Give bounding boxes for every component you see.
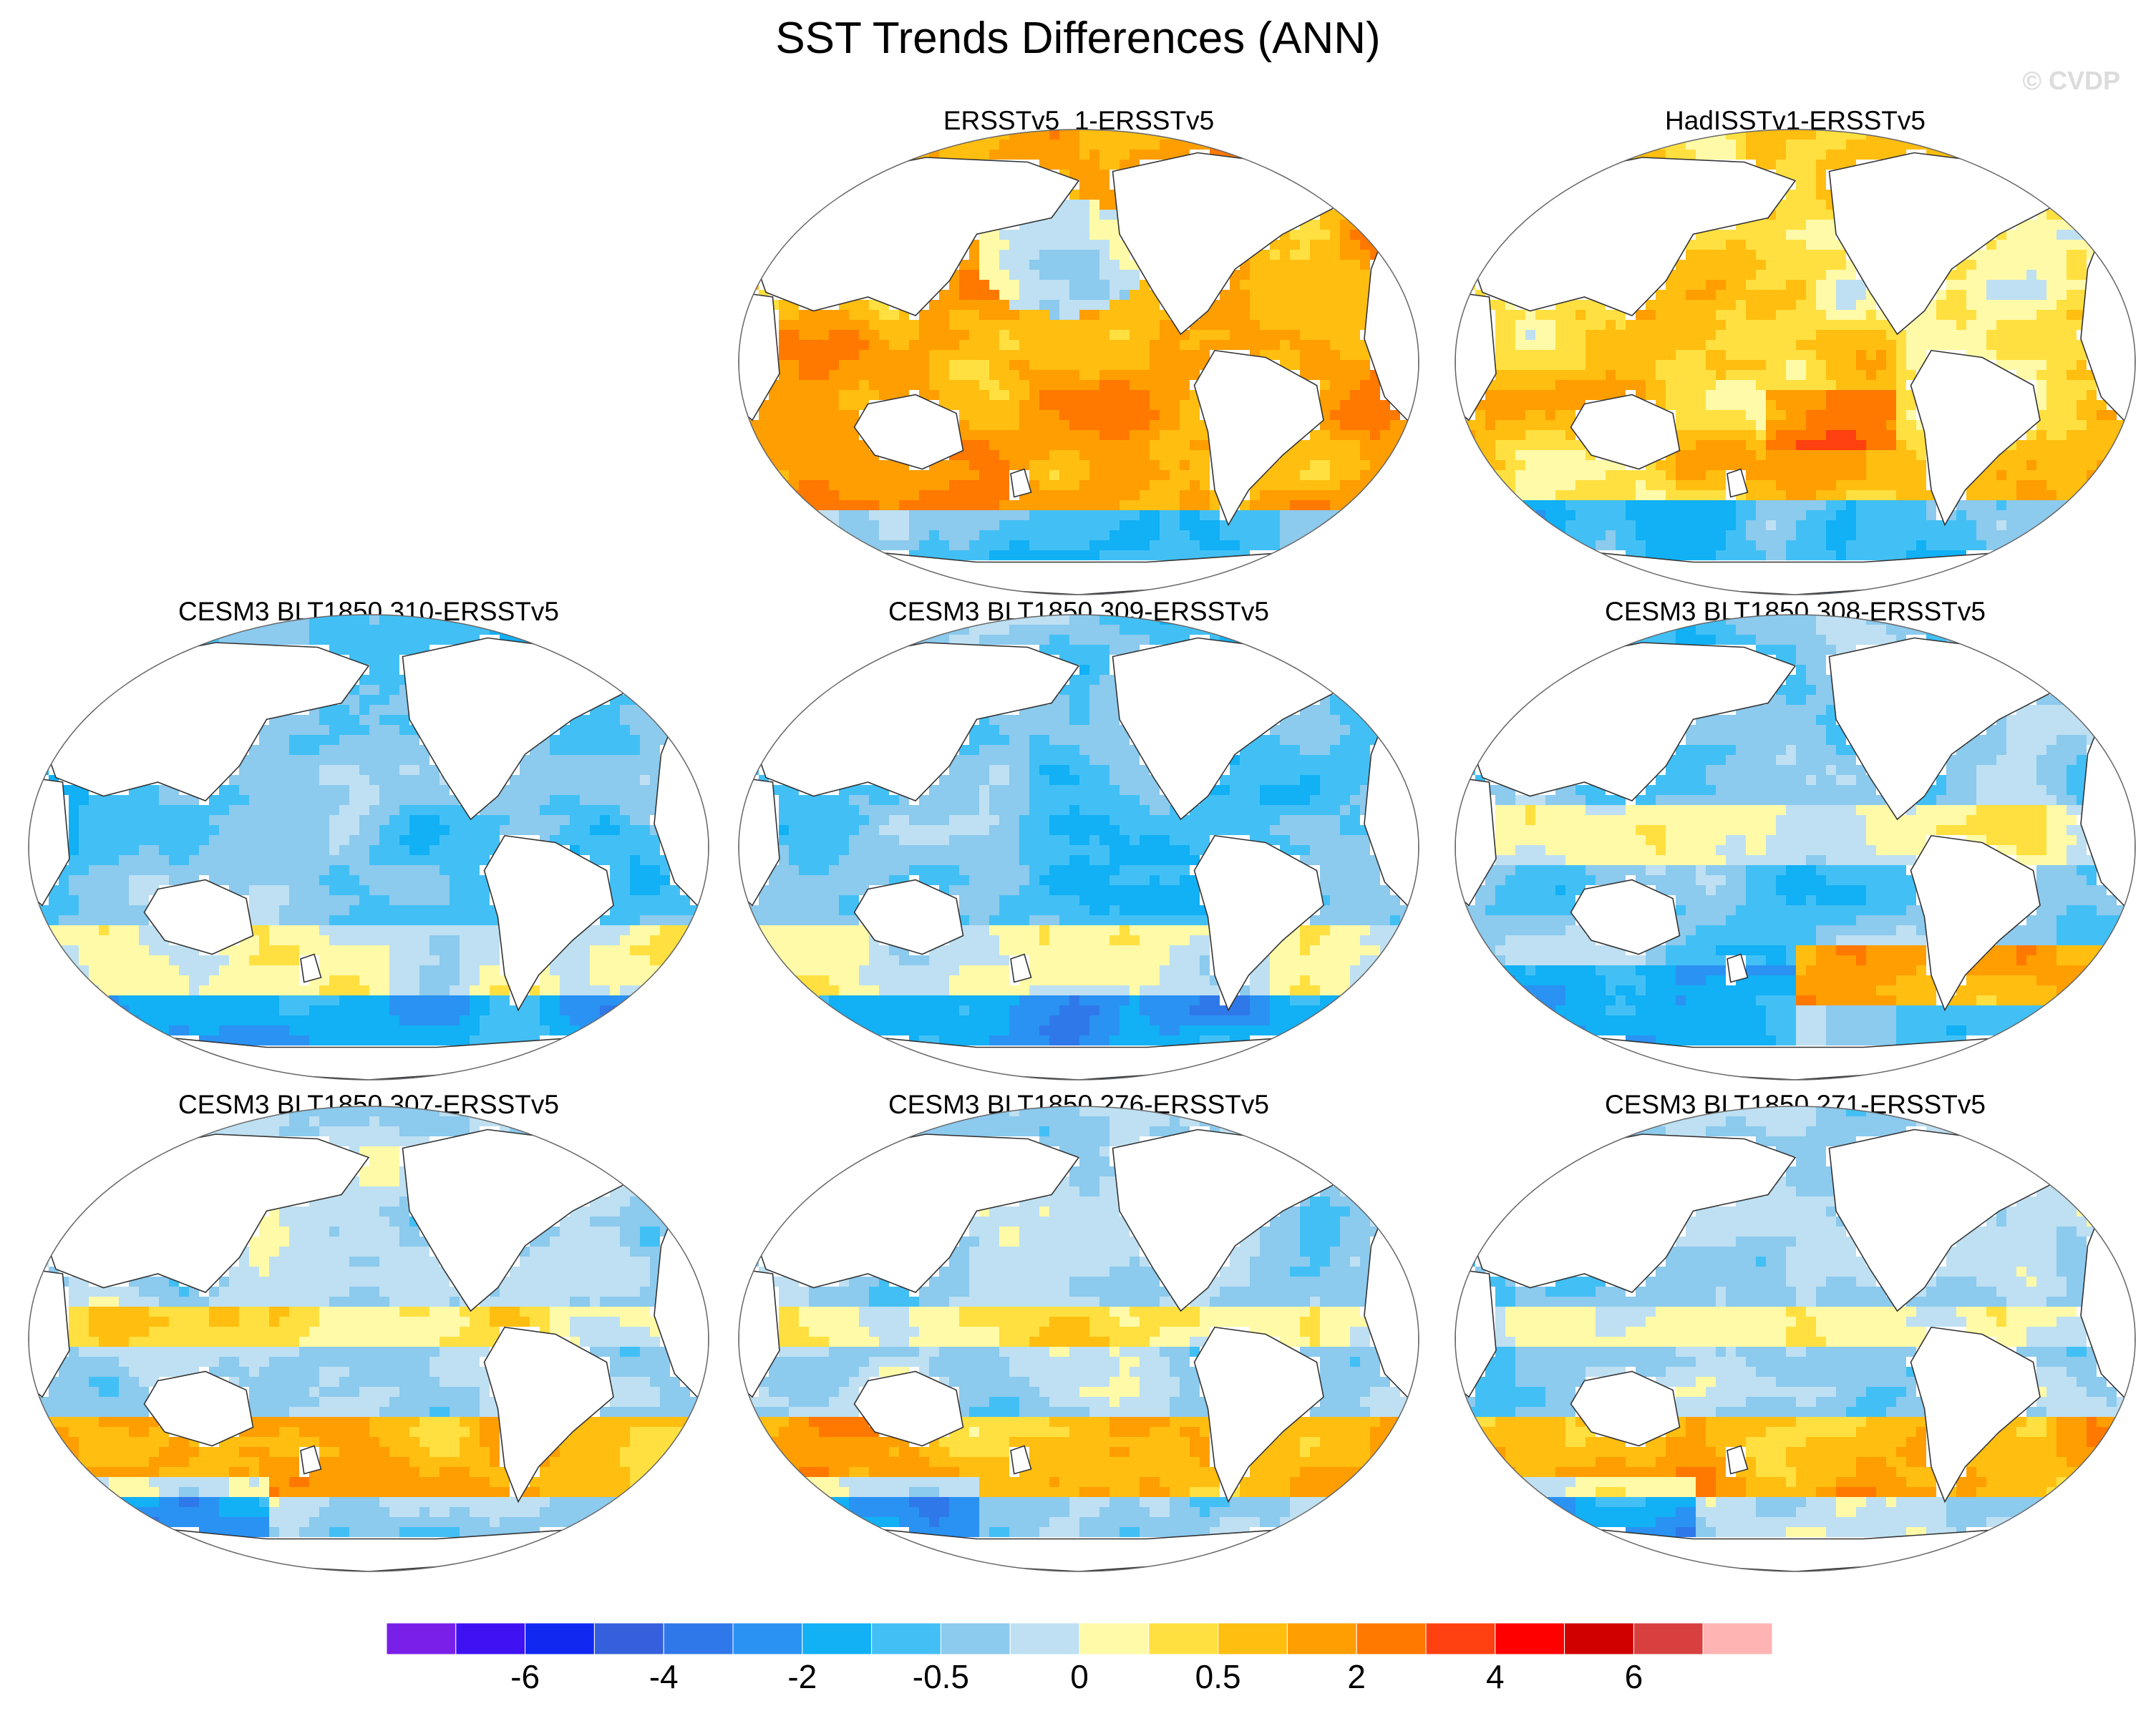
colorbar-tick-label: 6 xyxy=(1591,1657,1676,1696)
colorbar-swatch xyxy=(1286,1622,1357,1655)
coastline xyxy=(29,1268,70,1398)
colorbar-swatch xyxy=(1079,1622,1150,1655)
coastline xyxy=(739,776,780,907)
colorbar-swatch xyxy=(593,1622,664,1655)
map-border xyxy=(738,1106,1419,1572)
colorbar-swatch xyxy=(871,1622,941,1655)
credit-watermark: © CVDP xyxy=(2022,66,2120,96)
coastline xyxy=(143,1370,254,1447)
coastline xyxy=(1570,394,1681,470)
colorbar-swatch xyxy=(940,1622,1011,1655)
coastline xyxy=(1193,349,1324,527)
colorbar-tick-label: 0 xyxy=(1036,1657,1122,1696)
colorbar-swatch xyxy=(1009,1622,1080,1655)
map-panel xyxy=(738,1106,1419,1572)
map-border xyxy=(1455,1106,2136,1572)
chart-title: SST Trends Differences (ANN) xyxy=(0,13,2156,64)
coastline xyxy=(1455,776,1497,907)
map-border xyxy=(738,614,1419,1081)
colorbar-swatch xyxy=(1702,1622,1773,1655)
map-panel xyxy=(28,614,709,1081)
coastline xyxy=(1010,953,1032,983)
coastline xyxy=(1910,1326,2041,1503)
coastline xyxy=(1193,834,1324,1012)
coastline xyxy=(143,879,254,955)
coastline xyxy=(300,1445,322,1475)
sst-field xyxy=(739,615,1419,1080)
coastline xyxy=(1010,468,1032,498)
sst-field xyxy=(1455,130,2135,595)
colorbar-swatch xyxy=(1633,1622,1704,1655)
colorbar-swatch xyxy=(1148,1622,1219,1655)
colorbar-tick-label: -4 xyxy=(621,1657,706,1696)
map-panel xyxy=(738,129,1419,595)
coastline xyxy=(1455,1268,1497,1398)
colorbar-swatch xyxy=(455,1622,526,1655)
map-border xyxy=(1455,614,2136,1081)
colorbar-swatch xyxy=(732,1622,803,1655)
colorbar-swatch xyxy=(1495,1622,1565,1655)
colorbar-tick-label: -2 xyxy=(759,1657,845,1696)
sst-field xyxy=(739,1106,1419,1571)
sst-field xyxy=(29,615,709,1080)
map-border xyxy=(28,614,709,1081)
coastline xyxy=(1727,1445,1749,1475)
colorbar-swatch xyxy=(663,1622,734,1655)
coastline xyxy=(1193,1326,1324,1503)
coastline xyxy=(1455,291,1497,421)
coastline xyxy=(483,1326,614,1503)
colorbar-tick-label: 4 xyxy=(1452,1657,1538,1696)
colorbar-tick-label: -0.5 xyxy=(898,1657,984,1696)
coastline xyxy=(1010,1445,1032,1475)
colorbar-swatch xyxy=(1356,1622,1427,1655)
map-panel xyxy=(28,1106,709,1572)
colorbar-tick-label: 0.5 xyxy=(1175,1657,1261,1696)
coastline xyxy=(29,776,70,907)
map-panel xyxy=(1455,614,2136,1081)
colorbar-tick-label: -6 xyxy=(482,1657,568,1696)
coastline xyxy=(739,1268,780,1398)
sst-field xyxy=(739,130,1419,595)
map-panel xyxy=(1455,1106,2136,1572)
colorbar-swatch xyxy=(1564,1622,1634,1655)
coastline xyxy=(1727,953,1749,983)
map-border xyxy=(1455,129,2136,595)
coastline xyxy=(483,834,614,1012)
map-panel xyxy=(738,614,1419,1081)
coastline xyxy=(739,291,780,421)
colorbar-swatch xyxy=(386,1622,457,1655)
coastline xyxy=(1570,879,1681,955)
colorbar-swatch xyxy=(1425,1622,1496,1655)
map-border xyxy=(28,1106,709,1572)
coastline xyxy=(853,879,964,955)
coastline xyxy=(1910,834,2041,1012)
coastline xyxy=(1727,468,1749,498)
coastline xyxy=(853,1370,964,1447)
sst-field xyxy=(1455,1106,2135,1571)
sst-field xyxy=(29,1106,709,1571)
map-panel xyxy=(1455,129,2136,595)
colorbar-swatch xyxy=(802,1622,873,1655)
colorbar-swatch xyxy=(525,1622,595,1655)
coastline xyxy=(1570,1370,1681,1447)
map-border xyxy=(738,129,1419,595)
coastline xyxy=(300,953,322,983)
coastline xyxy=(1910,349,2041,527)
coastline xyxy=(853,394,964,470)
colorbar-tick-label: 2 xyxy=(1313,1657,1399,1696)
sst-field xyxy=(1455,615,2135,1080)
colorbar-swatch xyxy=(1218,1622,1288,1655)
